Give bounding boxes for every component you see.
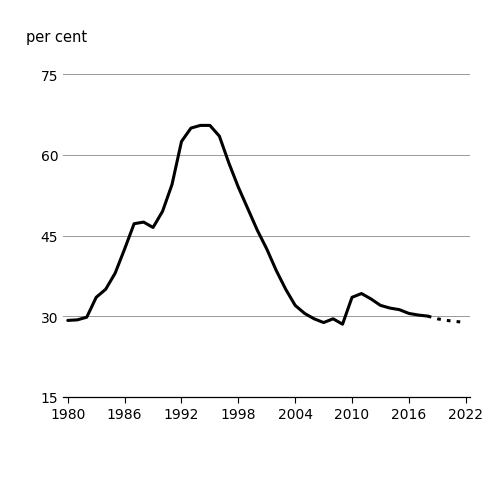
Text: per cent: per cent: [26, 30, 87, 45]
